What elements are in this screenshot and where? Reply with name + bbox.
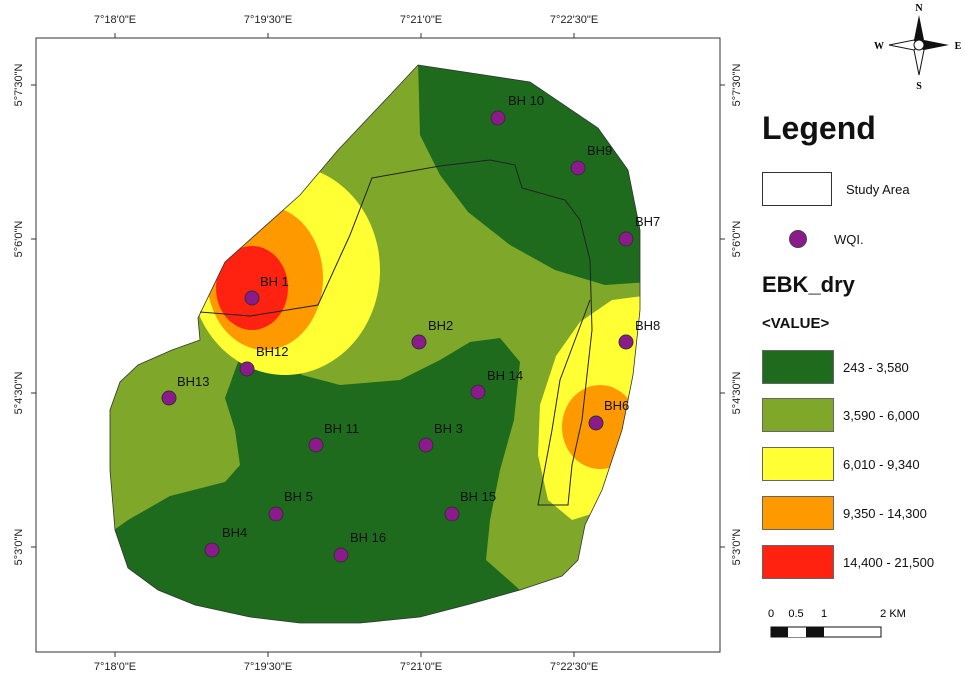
lon-label-bottom-1: 7°18'0"E (94, 661, 136, 673)
class-swatch (762, 398, 834, 432)
class-swatch (762, 350, 834, 384)
class-swatch (762, 496, 834, 530)
borehole-point[interactable] (570, 160, 586, 176)
borehole-points: BH 1 BH2 BH 3 BH4 BH 5 BH6 BH7 BH8 BH9 B… (161, 93, 660, 563)
borehole-point[interactable] (204, 542, 220, 558)
lat-label-left-1: 5°7'30"N (13, 64, 25, 107)
legend-class-3: 6,010 - 9,340 (762, 447, 920, 481)
borehole-label: BH 15 (460, 489, 496, 504)
borehole-label: BH 10 (508, 93, 544, 108)
wqi-label: WQI. (834, 231, 864, 247)
borehole-point[interactable] (239, 361, 255, 377)
lon-label-bottom-2: 7°19'30"E (244, 661, 292, 673)
lat-label-left-3: 5°4'30"N (13, 372, 25, 415)
scale-tick-1: 1 (821, 608, 827, 620)
borehole-point[interactable] (444, 506, 460, 522)
lat-label-right-3: 5°4'30"N (731, 372, 743, 415)
legend-class-2: 3,590 - 6,000 (762, 398, 920, 432)
borehole-point[interactable] (418, 437, 434, 453)
north-arrow-icon: N S W E (874, 3, 962, 92)
class-label: 9,350 - 14,300 (843, 505, 927, 521)
lon-label-top-4: 7°22'30"E (550, 14, 598, 26)
borehole-label: BH 1 (260, 274, 289, 289)
borehole-label: BH 11 (324, 421, 359, 436)
scale-bar: 0 0.5 1 2 KM (768, 608, 906, 638)
legend-class-4: 9,350 - 14,300 (762, 496, 927, 530)
borehole-point[interactable] (470, 384, 486, 400)
scale-tick-0: 0 (768, 608, 774, 620)
borehole-label: BH 3 (434, 421, 463, 436)
lon-label-bottom-4: 7°22'30"E (550, 661, 598, 673)
lon-label-top-1: 7°18'0"E (94, 14, 136, 26)
borehole-label: BH2 (428, 318, 453, 333)
legend-study-area: Study Area (762, 172, 910, 206)
class-swatch (762, 545, 834, 579)
borehole-point[interactable] (490, 110, 506, 126)
borehole-label: BH 5 (284, 489, 313, 504)
legend-class-5: 14,400 - 21,500 (762, 545, 934, 579)
borehole-point[interactable] (333, 547, 349, 563)
borehole-point[interactable] (161, 390, 177, 406)
lat-label-right-4: 5°3'0"N (731, 529, 743, 566)
study-area-label: Study Area (846, 181, 910, 197)
lon-label-bottom-3: 7°21'0"E (400, 661, 442, 673)
lat-label-left-2: 5°6'0"N (13, 221, 25, 258)
borehole-label: BH9 (587, 143, 612, 158)
borehole-label: BH13 (177, 374, 210, 389)
ebk-title: EBK_dry (762, 272, 855, 297)
borehole-label: BH 16 (350, 530, 386, 545)
legend-title: Legend (762, 110, 876, 146)
borehole-point[interactable] (588, 415, 604, 431)
borehole-point[interactable] (308, 437, 324, 453)
class-label: 243 - 3,580 (843, 359, 909, 375)
west-label: W (874, 41, 884, 52)
lat-label-left-4: 5°3'0"N (13, 529, 25, 566)
study-area-outline (199, 159, 593, 506)
borehole-point[interactable] (618, 334, 634, 350)
class-swatch (762, 447, 834, 481)
surface-boundary (109, 64, 641, 624)
wqi-point-icon (789, 230, 807, 248)
lat-label-right-1: 5°7'30"N (731, 64, 743, 107)
ebk-surface (110, 65, 640, 623)
scale-tick-2km: 2 KM (880, 608, 906, 620)
legend-wqi: WQI. (762, 230, 864, 248)
borehole-point[interactable] (618, 231, 634, 247)
borehole-label: BH6 (604, 398, 629, 413)
lon-label-top-3: 7°21'0"E (400, 14, 442, 26)
borehole-label: BH8 (635, 318, 660, 333)
zone-class-1-south (110, 338, 520, 623)
class-label: 14,400 - 21,500 (843, 554, 935, 570)
scale-tick-05: 0.5 (788, 608, 803, 620)
east-label: E (955, 41, 962, 52)
legend-class-1: 243 - 3,580 (762, 350, 909, 384)
north-label: N (915, 3, 923, 14)
borehole-label: BH4 (222, 525, 247, 540)
borehole-label: BH7 (635, 214, 660, 229)
borehole-point[interactable] (411, 334, 427, 350)
lat-label-right-2: 5°6'0"N (731, 221, 743, 258)
lon-label-top-2: 7°19'30"E (244, 14, 292, 26)
class-label: 6,010 - 9,340 (843, 456, 920, 472)
borehole-point[interactable] (244, 290, 260, 306)
class-label: 3,590 - 6,000 (843, 407, 920, 423)
south-label: S (916, 81, 922, 92)
zone-class-5-northwest (216, 246, 288, 330)
value-title: <VALUE> (762, 315, 830, 332)
study-area-swatch (762, 172, 832, 206)
borehole-label: BH12 (256, 344, 289, 359)
borehole-point[interactable] (268, 506, 284, 522)
frame-ticks (31, 33, 725, 657)
borehole-label: BH 14 (487, 368, 523, 383)
